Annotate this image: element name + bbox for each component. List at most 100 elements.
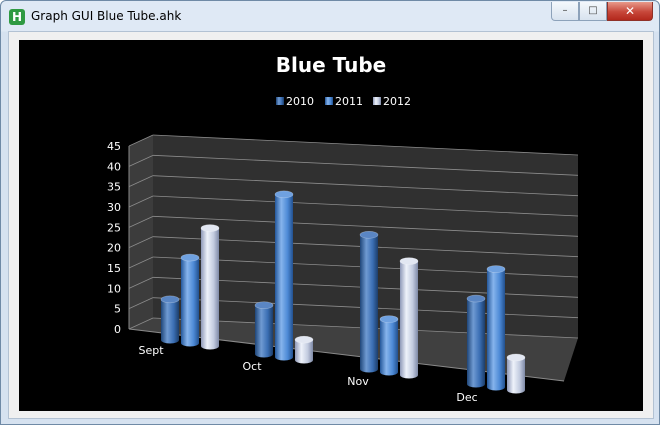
- maximize-icon: □: [588, 5, 598, 16]
- bar: [274, 190, 294, 361]
- y-tick-label: 0: [114, 323, 121, 336]
- bar-body: [275, 194, 293, 357]
- bar-base: [467, 380, 485, 388]
- bar-cap: [399, 257, 419, 265]
- minimize-icon: –: [562, 5, 568, 16]
- bar-body: [201, 228, 219, 346]
- client-area: Blue Tube 2010 2011 2012 0 5 10 15 20 25 30 35 40 45 S…: [8, 31, 654, 419]
- bar-base: [201, 342, 219, 350]
- bar-base: [255, 350, 273, 358]
- bar-base: [181, 339, 199, 347]
- bar: [254, 301, 274, 358]
- title-bar[interactable]: H Graph GUI Blue Tube.ahk – □ ✕: [1, 1, 659, 31]
- bar-cap: [274, 190, 294, 199]
- bar-chart: Blue Tube 2010 2011 2012 0 5 10 15 20 25 30 35 40 45 S…: [107, 53, 579, 404]
- y-tick-label: 10: [107, 282, 121, 295]
- gridline-side: [128, 276, 154, 289]
- bar-cap: [359, 231, 379, 239]
- y-tick-label: 20: [107, 242, 121, 255]
- bar: [466, 294, 486, 388]
- bar-cap: [254, 301, 274, 310]
- legend-label: 2012: [383, 95, 411, 108]
- bar-body: [467, 298, 485, 384]
- close-icon: ✕: [624, 4, 636, 18]
- floor: [129, 318, 578, 381]
- gridline-side: [128, 256, 154, 269]
- bar: [359, 231, 379, 373]
- bar-cap: [294, 335, 314, 344]
- bar: [399, 257, 419, 379]
- bar-cap: [160, 295, 180, 304]
- window-title: Graph GUI Blue Tube.ahk: [31, 9, 182, 23]
- bar-base: [360, 365, 378, 373]
- gridline-side: [128, 195, 154, 208]
- legend-swatch: [325, 97, 333, 105]
- chart-title: Blue Tube: [276, 53, 386, 77]
- bar-cap: [486, 265, 506, 273]
- bar-body: [360, 234, 378, 369]
- bar: [486, 265, 506, 391]
- maximize-button[interactable]: □: [579, 2, 607, 21]
- legend-label: 2011: [335, 95, 363, 108]
- chart-panel: Blue Tube 2010 2011 2012 0 5 10 15 20 25 30 35 40 45 S…: [19, 40, 643, 411]
- bar-base: [507, 386, 525, 394]
- bar-body: [400, 261, 418, 375]
- bar-body: [255, 305, 273, 354]
- gridline-side: [128, 317, 154, 330]
- x-tick-label: Sept: [138, 344, 164, 357]
- bar-body: [507, 357, 525, 390]
- y-tick-label: 25: [107, 221, 121, 234]
- bar-base: [295, 356, 313, 364]
- bar-cap: [180, 253, 200, 262]
- bar-cap: [466, 294, 486, 303]
- x-tick-label: Nov: [347, 375, 369, 388]
- bar-base: [400, 371, 418, 379]
- window-controls: – □ ✕: [551, 2, 653, 22]
- minimize-button[interactable]: –: [551, 2, 579, 21]
- bar-body: [161, 299, 179, 340]
- bar: [200, 224, 220, 350]
- gridline: [152, 215, 579, 237]
- bar-base: [161, 336, 179, 344]
- y-tick-label: 15: [107, 262, 121, 275]
- bar-base: [275, 353, 293, 361]
- y-tick-label: 5: [114, 303, 121, 316]
- gridline: [152, 134, 579, 156]
- gridline-side: [128, 236, 154, 249]
- bar: [506, 353, 526, 394]
- gridline-side: [128, 154, 154, 167]
- legend-swatch: [373, 97, 381, 105]
- y-tick-label: 45: [107, 140, 121, 153]
- bar: [160, 295, 180, 344]
- close-button[interactable]: ✕: [607, 2, 653, 21]
- bar-body: [181, 257, 199, 343]
- gridline-side: [128, 175, 154, 188]
- bar-cap: [200, 224, 220, 232]
- bar-body: [295, 339, 313, 360]
- gridline-side: [128, 134, 154, 147]
- bar-cap: [506, 353, 526, 362]
- bar: [180, 253, 200, 347]
- y-tick-label: 35: [107, 181, 121, 194]
- y-tick-label: 40: [107, 160, 121, 173]
- gridline: [152, 154, 579, 176]
- legend-label: 2010: [286, 95, 314, 108]
- side-wall: [129, 135, 153, 329]
- y-tick-label: 30: [107, 201, 121, 214]
- gridline-side: [128, 297, 154, 310]
- bar-body: [380, 319, 398, 372]
- gridline-side: [128, 215, 154, 228]
- bar-cap: [379, 315, 399, 323]
- gridline: [152, 175, 579, 197]
- x-tick-label: Oct: [242, 360, 262, 373]
- app-icon: H: [9, 9, 25, 25]
- bar-base: [487, 383, 505, 391]
- bar-body: [487, 269, 505, 387]
- x-tick-label: Dec: [456, 391, 477, 404]
- bar: [379, 315, 399, 376]
- gridline: [152, 195, 579, 217]
- bar: [294, 335, 314, 364]
- legend-swatch: [276, 97, 284, 105]
- bar-base: [380, 368, 398, 376]
